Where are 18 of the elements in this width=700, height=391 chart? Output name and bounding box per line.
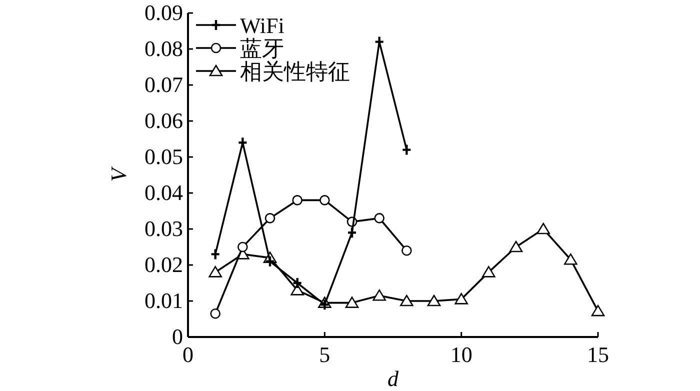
x-tick-label: 10 — [450, 342, 472, 367]
legend-label: WiFi — [240, 13, 284, 38]
y-tick-label: 0.04 — [144, 180, 183, 205]
y-tick-label: 0 — [172, 324, 183, 349]
legend-label: 相关性特征 — [240, 59, 350, 84]
y-tick-label: 0.07 — [144, 72, 183, 97]
y-axis-title: V — [106, 166, 131, 182]
y-tick-label: 0.05 — [144, 144, 183, 169]
y-tick-label: 0.08 — [144, 36, 183, 61]
y-tick-label: 0.09 — [144, 0, 183, 25]
legend-label: 蓝牙 — [240, 36, 284, 61]
x-axis-title: d — [388, 366, 400, 391]
x-tick-label: 15 — [587, 342, 609, 367]
y-tick-label: 0.02 — [144, 252, 183, 277]
x-tick-label: 5 — [319, 342, 330, 367]
y-tick-label: 0.01 — [144, 288, 183, 313]
y-tick-label: 0.06 — [144, 108, 183, 133]
y-tick-label: 0.03 — [144, 216, 183, 241]
